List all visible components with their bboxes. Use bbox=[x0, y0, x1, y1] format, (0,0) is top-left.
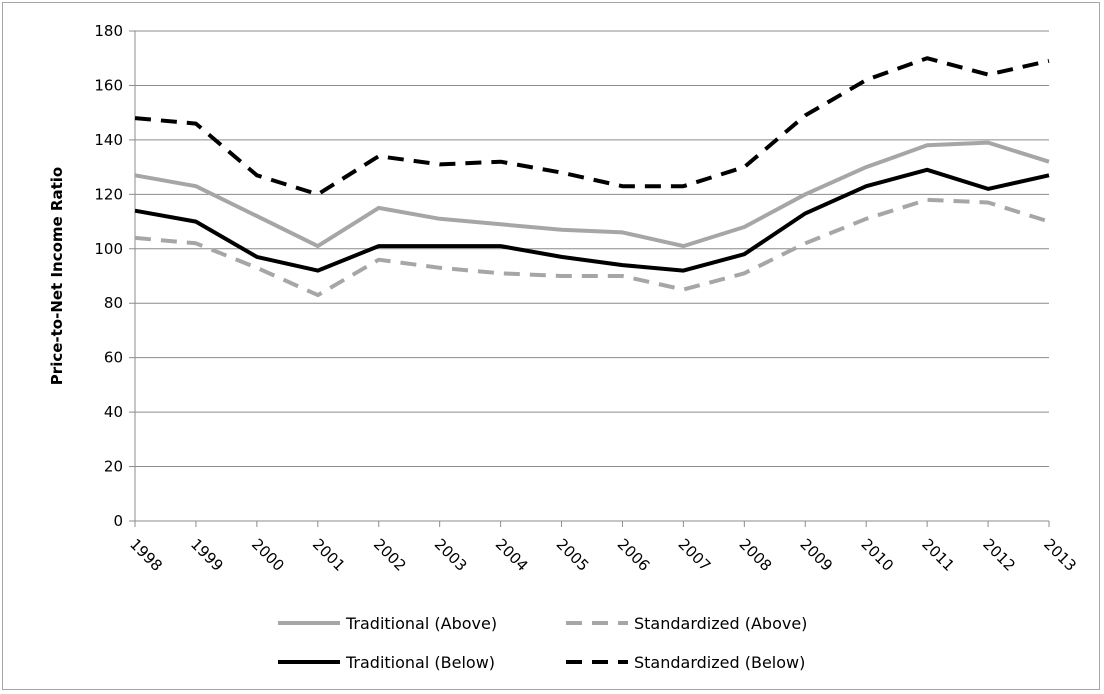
legend-label: Standardized (Above) bbox=[634, 614, 807, 633]
series-lines bbox=[134, 56, 1050, 298]
legend-label: Standardized (Below) bbox=[634, 653, 805, 672]
legend-item: Traditional (Below) bbox=[278, 653, 495, 672]
y-axis-title: Price-to-Net Income Ratio bbox=[48, 167, 66, 385]
y-tick-label: 40 bbox=[104, 403, 123, 421]
x-tick-label: 2011 bbox=[918, 535, 958, 575]
series-line-3 bbox=[134, 167, 1050, 273]
y-tick-label: 0 bbox=[113, 512, 123, 530]
x-tick-label: 2010 bbox=[857, 535, 897, 575]
y-tick-label: 180 bbox=[94, 22, 123, 40]
gridlines bbox=[135, 30, 1049, 468]
y-tick-label: 160 bbox=[94, 76, 123, 94]
x-tick-label: 1999 bbox=[187, 535, 227, 575]
x-tick-label: 1998 bbox=[126, 535, 166, 575]
x-tick-label: 2012 bbox=[979, 535, 1019, 575]
legend-item: Standardized (Above) bbox=[566, 614, 807, 633]
legend-item: Standardized (Below) bbox=[566, 653, 805, 672]
y-tick-label: 60 bbox=[104, 349, 123, 367]
x-tick-label: 2002 bbox=[370, 535, 410, 575]
x-tick-label: 2006 bbox=[614, 535, 654, 575]
series-line-2 bbox=[134, 197, 1050, 298]
x-tick-label: 2008 bbox=[736, 535, 776, 575]
axes: 0 20 40 60 80 100 120 140 160 180 1998 1999 2000 2001… bbox=[94, 22, 1080, 575]
x-tick-label: 2000 bbox=[248, 535, 288, 575]
legend-item: Traditional (Above) bbox=[278, 614, 497, 633]
legend: Traditional (Above) Standardized (Above) T… bbox=[278, 614, 807, 672]
x-tick-label: 2004 bbox=[492, 535, 532, 575]
x-tick-label: 2005 bbox=[553, 535, 593, 575]
y-tick-label: 80 bbox=[104, 294, 123, 312]
legend-label: Traditional (Below) bbox=[345, 653, 495, 672]
y-tick-label: 100 bbox=[94, 240, 123, 258]
y-tick-label: 140 bbox=[94, 131, 123, 149]
y-tick-label: 120 bbox=[94, 185, 123, 203]
x-tick-label: 2009 bbox=[796, 535, 836, 575]
x-tick-label: 2003 bbox=[431, 535, 471, 575]
y-tick-label: 20 bbox=[104, 458, 123, 476]
x-tick-label: 2007 bbox=[675, 535, 715, 575]
legend-label: Traditional (Above) bbox=[345, 614, 497, 633]
x-tick-label: 2013 bbox=[1040, 535, 1080, 575]
series-line-1 bbox=[134, 140, 1050, 249]
x-tick-label: 2001 bbox=[309, 535, 349, 575]
